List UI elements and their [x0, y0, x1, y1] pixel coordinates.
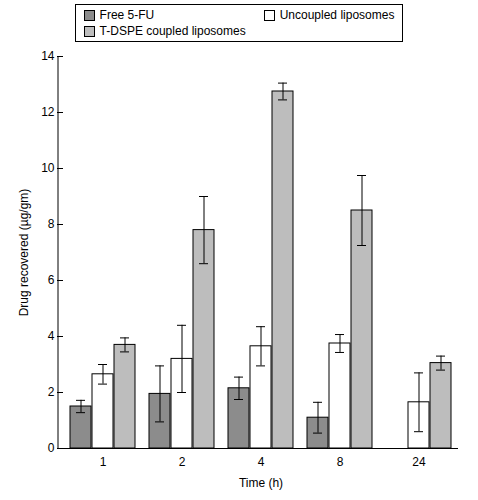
html-text:Free 5-FU: Free 5-FU — [99, 8, 155, 22]
svg-text:2: 2 — [179, 455, 186, 469]
svg-text:6: 6 — [48, 273, 55, 287]
svg-text:8: 8 — [337, 455, 344, 469]
svg-text:14: 14 — [41, 49, 55, 63]
svg-text:4: 4 — [48, 329, 55, 343]
svg-text:10: 10 — [41, 161, 55, 175]
svg-text:24: 24 — [412, 455, 426, 469]
html-text:T-DSPE coupled liposomes: T-DSPE coupled liposomes — [99, 24, 246, 38]
svg-text:1: 1 — [100, 455, 107, 469]
svg-text:8: 8 — [48, 217, 55, 231]
svg-text:4: 4 — [258, 455, 265, 469]
svg-text:2: 2 — [48, 385, 55, 399]
html-text:Uncoupled liposomes: Uncoupled liposomes — [279, 8, 395, 22]
svg-text:0: 0 — [48, 441, 55, 455]
svg-text:12: 12 — [41, 105, 55, 119]
svg-text:Time (h): Time (h) — [239, 476, 283, 490]
svg-text:Drug recovered (µg/gm): Drug recovered (µg/gm) — [17, 189, 31, 317]
